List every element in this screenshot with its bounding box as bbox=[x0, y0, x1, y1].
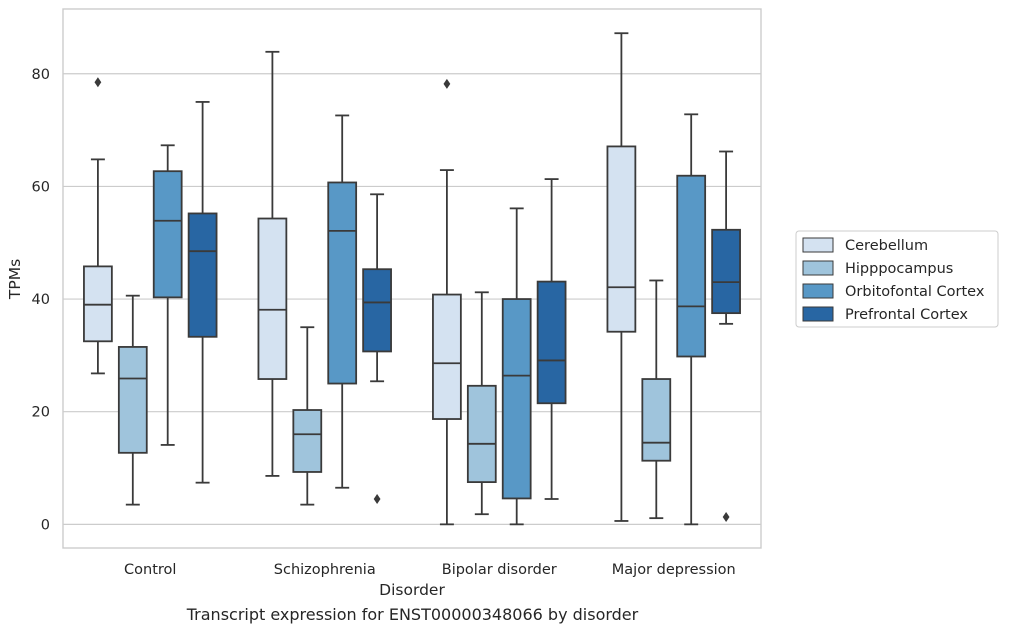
box-iqr bbox=[187, 212, 218, 338]
x-axis-ticks: Control Schizophrenia Bipolar disorder Majo… bbox=[124, 562, 736, 578]
box-iqr bbox=[257, 217, 288, 380]
box-cerebellum bbox=[83, 77, 113, 375]
x-tick-label: Schizophrenia bbox=[274, 562, 376, 578]
outlier-point bbox=[443, 78, 451, 89]
box-iqr bbox=[606, 145, 637, 333]
legend-swatch bbox=[802, 306, 834, 322]
box-prefrontal-cortex bbox=[711, 150, 741, 523]
y-axis-label: TPMs bbox=[6, 259, 24, 300]
outlier-point bbox=[373, 494, 381, 504]
chart-caption: Transcript expression for ENST0000034806… bbox=[186, 605, 639, 624]
box-iqr bbox=[676, 174, 707, 358]
box-hipppocampus bbox=[466, 291, 497, 516]
box-iqr bbox=[432, 293, 462, 420]
box-iqr bbox=[152, 170, 183, 299]
box-iqr bbox=[536, 280, 567, 405]
x-axis-label: Disorder bbox=[379, 581, 445, 599]
legend-swatch bbox=[802, 283, 834, 299]
x-tick-label: Bipolar disorder bbox=[442, 562, 557, 578]
y-axis-ticks: 0 20 40 60 80 bbox=[32, 67, 50, 534]
box-cerebellum bbox=[432, 78, 462, 526]
outlier-point bbox=[722, 512, 730, 523]
legend-swatch bbox=[802, 260, 834, 276]
boxes bbox=[83, 32, 741, 526]
y-tick-label: 80 bbox=[32, 67, 50, 83]
legend-label: Cerebellum bbox=[845, 238, 928, 254]
legend-label: Hipppocampus bbox=[845, 261, 953, 277]
box-cerebellum bbox=[257, 50, 288, 477]
box-prefrontal-cortex bbox=[362, 193, 392, 504]
box-cerebellum bbox=[606, 32, 637, 522]
box-orbitofontal-cortex bbox=[327, 114, 358, 489]
box-orbitofontal-cortex bbox=[676, 113, 707, 526]
legend: Cerebellum Hipppocampus Orbitofontal Corte… bbox=[795, 230, 999, 328]
box-iqr bbox=[292, 409, 323, 473]
y-tick-label: 20 bbox=[32, 405, 50, 421]
box-iqr bbox=[641, 378, 672, 462]
legend-swatch bbox=[802, 237, 834, 253]
legend-label: Prefrontal Cortex bbox=[845, 307, 968, 323]
x-tick-label: Control bbox=[124, 562, 176, 578]
y-tick-label: 60 bbox=[32, 179, 50, 195]
box-hipppocampus bbox=[641, 279, 672, 520]
box-prefrontal-cortex bbox=[187, 101, 218, 484]
box-iqr bbox=[711, 228, 741, 315]
box-iqr bbox=[501, 298, 532, 500]
box-hipppocampus bbox=[117, 294, 148, 506]
box-iqr bbox=[466, 384, 497, 484]
outlier-point bbox=[94, 77, 102, 88]
y-tick-label: 40 bbox=[32, 292, 50, 308]
box-orbitofontal-cortex bbox=[152, 144, 183, 446]
box-iqr bbox=[327, 181, 358, 385]
box-orbitofontal-cortex bbox=[501, 207, 532, 526]
box-hipppocampus bbox=[292, 326, 323, 506]
box-iqr bbox=[117, 346, 148, 454]
x-tick-label: Major depression bbox=[612, 562, 736, 578]
legend-label: Orbitofontal Cortex bbox=[845, 284, 985, 300]
y-tick-label: 0 bbox=[41, 517, 50, 533]
box-prefrontal-cortex bbox=[536, 178, 567, 500]
legend-frame bbox=[795, 230, 999, 328]
box-iqr bbox=[362, 268, 392, 353]
